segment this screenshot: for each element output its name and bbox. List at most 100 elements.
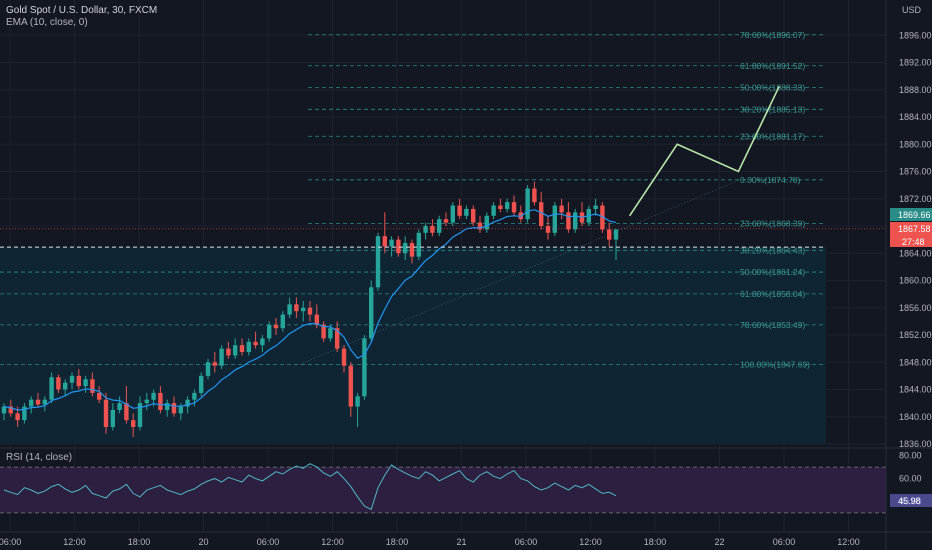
fib-label: 78.60%(1896.07) xyxy=(740,30,805,40)
candle xyxy=(505,198,510,213)
price-axis[interactable]: 1896.00 1892.00 1888.00 1884.00 1880.00 1876.… xyxy=(899,30,932,449)
candle xyxy=(35,392,41,407)
candle xyxy=(42,396,47,412)
price-tick-label: 1880.00 xyxy=(899,139,932,149)
svg-text:45.98: 45.98 xyxy=(898,496,921,506)
time-tick-label: 06:00 xyxy=(257,537,280,547)
currency-label: USD xyxy=(902,5,922,15)
rsi-band xyxy=(0,467,886,513)
time-tick-label: 18:00 xyxy=(386,537,409,547)
candle xyxy=(233,338,238,359)
candle xyxy=(165,399,170,417)
time-tick-label: 12:00 xyxy=(63,537,86,547)
price-tick-label: 1864.00 xyxy=(899,248,932,258)
candle xyxy=(382,212,387,254)
price-tick-label: 1896.00 xyxy=(899,30,932,40)
candle xyxy=(457,198,462,220)
candle xyxy=(532,181,537,206)
ema-legend[interactable]: EMA (10, close, 0) xyxy=(6,17,88,28)
price-tick-label: 1848.00 xyxy=(899,357,932,367)
candle xyxy=(511,195,517,216)
candle xyxy=(348,362,353,417)
candle xyxy=(219,345,224,370)
candle xyxy=(103,392,109,434)
price-tick-label: 1840.00 xyxy=(899,412,932,422)
candle xyxy=(335,321,340,353)
candle xyxy=(267,321,272,342)
fib-label: 61.80%(1858.04) xyxy=(740,289,805,299)
time-tick-label: 18:00 xyxy=(128,537,151,547)
candle xyxy=(450,202,455,226)
candle xyxy=(192,389,197,407)
candle xyxy=(63,379,68,397)
time-tick-label: 21 xyxy=(456,537,466,547)
rsi-legend[interactable]: RSI (14, close) xyxy=(6,452,73,463)
candle xyxy=(212,352,217,373)
candle xyxy=(144,392,149,410)
fib-label: 50.00%(1888.33) xyxy=(740,83,805,93)
candle xyxy=(416,229,421,261)
price-tick-label: 1856.00 xyxy=(899,303,932,313)
fib-label: 23.60%(1881.17) xyxy=(740,131,805,141)
price-tick-label: 1852.00 xyxy=(899,330,932,340)
svg-text:1867.58: 1867.58 xyxy=(898,224,931,234)
candle xyxy=(545,215,551,240)
candle xyxy=(369,280,374,342)
price-tick-label: 1844.00 xyxy=(899,385,932,395)
price-tick-label: 1836.00 xyxy=(899,439,932,449)
rsi-tick-label: 80.00 xyxy=(899,451,922,461)
candle xyxy=(607,222,612,247)
candle xyxy=(423,222,428,240)
candle xyxy=(539,191,544,230)
candles xyxy=(1,181,619,438)
candle xyxy=(56,374,61,393)
candle xyxy=(1,403,7,421)
candle xyxy=(76,369,81,390)
price-tick-label: 1888.00 xyxy=(899,85,932,95)
time-tick-label: 06:00 xyxy=(773,537,796,547)
candle xyxy=(199,372,204,397)
candle xyxy=(477,215,483,233)
candle xyxy=(559,198,564,220)
candle xyxy=(409,239,415,264)
candle xyxy=(613,229,619,261)
projection-path xyxy=(628,85,780,217)
candle xyxy=(260,335,265,353)
fib-label: 50.00%(1861.24) xyxy=(740,267,805,277)
candle xyxy=(355,392,360,427)
candle xyxy=(328,324,333,342)
rsi-value-badge: 45.98 xyxy=(890,494,932,507)
candle xyxy=(253,331,258,349)
svg-text:27:48: 27:48 xyxy=(902,237,925,247)
candle xyxy=(49,372,54,404)
candle xyxy=(525,185,530,223)
rsi-line xyxy=(3,463,617,511)
symbol-legend[interactable]: Gold Spot / U.S. Dollar, 30, FXCM xyxy=(6,5,158,16)
candle xyxy=(593,198,598,216)
fib-label: 23.60%(1868.39) xyxy=(740,218,805,228)
candle xyxy=(600,202,605,233)
candle xyxy=(471,205,476,226)
ema-value-badge: 1869.66 xyxy=(890,208,932,221)
candle xyxy=(69,372,75,390)
candle xyxy=(131,413,136,438)
candle xyxy=(464,205,469,220)
candle xyxy=(287,297,292,318)
time-axis[interactable]: 06:00 12:00 18:00 20 06:00 12:00 18:00 21 06:00 1… xyxy=(0,537,860,547)
fib-label: 38.20%(1885.13) xyxy=(740,104,805,114)
candle xyxy=(239,338,245,356)
retracement-zone xyxy=(0,247,826,444)
candle xyxy=(573,208,578,233)
candle xyxy=(552,202,557,237)
time-tick-label: 12:00 xyxy=(837,537,860,547)
price-tick-label: 1860.00 xyxy=(899,276,932,286)
candle xyxy=(301,300,306,322)
candle xyxy=(437,215,442,237)
candle xyxy=(246,338,251,356)
ema-line xyxy=(3,209,617,411)
candle xyxy=(158,386,163,414)
fib-label: 0.00%(1874.78) xyxy=(740,175,801,185)
price-tick-label: 1892.00 xyxy=(899,58,932,68)
candle xyxy=(498,198,503,213)
